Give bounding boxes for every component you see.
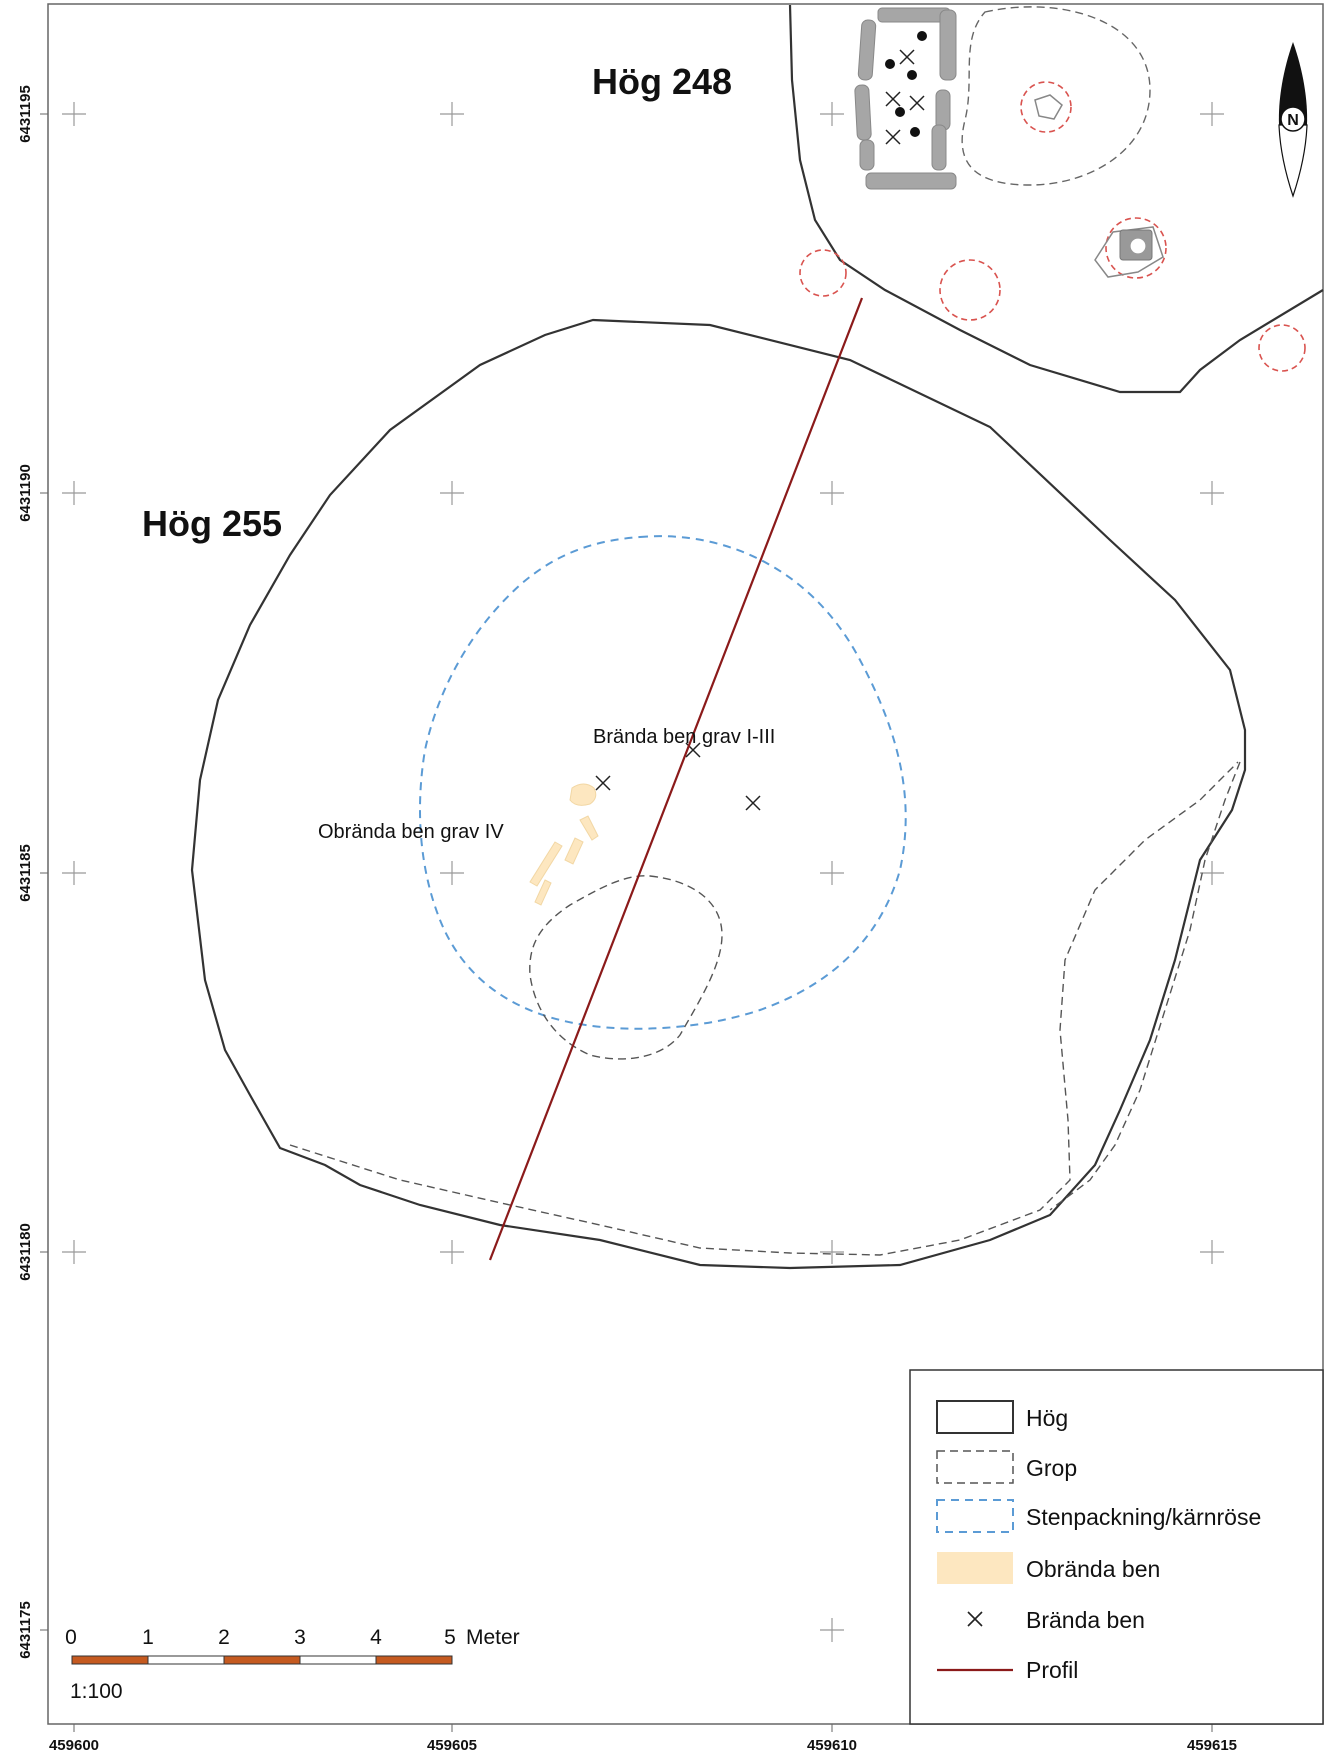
post-holes: [799, 81, 1306, 372]
legend-label: Hög: [1026, 1405, 1068, 1431]
central-pit: [529, 875, 723, 1060]
north-letter: N: [1287, 112, 1299, 129]
legend-label: Profil: [1026, 1657, 1078, 1683]
legend-box: [909, 1369, 1324, 1725]
legend-symbol-dashed-blue: [936, 1499, 1014, 1533]
north-arrow-icon: N: [1278, 42, 1308, 198]
scale-tick-label: 0: [65, 1626, 77, 1649]
grid-cross: [1200, 481, 1224, 505]
y-tick-label: 6431195: [17, 85, 34, 143]
scale-bar: 0 1 2 3 4 5 Meter 1:100: [65, 1626, 520, 1703]
grid-cross: [820, 481, 844, 505]
profile-line: [488, 297, 864, 1261]
scale-tick-label: 1: [142, 1626, 154, 1649]
grid-cross: [62, 481, 86, 505]
scale-tick-label: 5: [444, 1626, 456, 1649]
x-tick-label: 459615: [1187, 1737, 1237, 1754]
grid-cross: [820, 1240, 844, 1264]
x-axis: 459600 459605 459610 459615: [49, 1724, 1237, 1754]
legend-item-stenpackning: Stenpackning/kärnröse: [936, 1499, 1261, 1533]
grid-cross: [62, 1240, 86, 1264]
grid-cross: [440, 1240, 464, 1264]
grid-cross: [440, 481, 464, 505]
map-frame: [47, 3, 1324, 1725]
scale-tick-label: 3: [294, 1626, 306, 1649]
legend-item-grop: Grop: [936, 1450, 1077, 1484]
scale-segments: [71, 1655, 453, 1665]
y-tick-label: 6431190: [17, 464, 34, 522]
legend-symbol-dashed-gray: [936, 1450, 1014, 1484]
grid-cross: [62, 102, 86, 126]
grid-cross: [820, 1618, 844, 1642]
mound-255-title: Hög 255: [142, 503, 282, 544]
grid-cross: [440, 102, 464, 126]
legend-item-hog: Hög: [936, 1400, 1068, 1434]
grid-cross: [62, 861, 86, 885]
cross-icon: [967, 1611, 983, 1627]
burned-bones-label: Brända ben grav I-III: [593, 726, 775, 748]
y-tick-label: 6431185: [17, 844, 34, 902]
x-tick-label: 459600: [49, 1737, 99, 1754]
legend-symbol-solid: [936, 1400, 1014, 1434]
grid-cross: [820, 861, 844, 885]
x-tick-label: 459610: [807, 1737, 857, 1754]
y-axis: 6431195 6431190 6431185 6431180 6431175: [17, 85, 48, 1659]
scale-tick-label: 2: [218, 1626, 230, 1649]
y-tick-label: 6431180: [17, 1223, 34, 1281]
grid-crosses: [62, 102, 1224, 1642]
cist-crosses: [885, 49, 925, 145]
mound-248-pit: [961, 6, 1151, 186]
mound-248-title: Hög 248: [592, 61, 732, 102]
x-tick-label: 459605: [427, 1737, 477, 1754]
mound-248-outline: [788, 4, 1324, 394]
grid-cross: [440, 861, 464, 885]
mound-255-outline: [190, 318, 1247, 1270]
stone-packing: [419, 535, 907, 1030]
post-hole-features: [1034, 94, 1164, 278]
legend-item-profil: Profil: [937, 1657, 1078, 1683]
scale-ratio: 1:100: [70, 1680, 123, 1703]
legend-item-branda-ben: Brända ben: [967, 1607, 1145, 1633]
grid-cross: [1200, 102, 1224, 126]
grid-cross: [1200, 861, 1224, 885]
grid-cross: [820, 102, 844, 126]
stone-cist: [854, 7, 957, 190]
cist-dots: [885, 31, 927, 137]
legend-item-obranda-ben: Obrända ben: [937, 1552, 1160, 1584]
scale-unit: Meter: [466, 1626, 520, 1649]
legend-symbol-beige: [937, 1552, 1013, 1584]
mound-255-pit-east: [1049, 761, 1241, 1211]
legend-label: Obrända ben: [1026, 1556, 1160, 1582]
y-tick-label: 6431175: [17, 1601, 34, 1659]
grid-cross: [1200, 1240, 1224, 1264]
legend-label: Brända ben: [1026, 1607, 1145, 1633]
mound-255-pit-south: [289, 761, 1239, 1256]
scale-tick-label: 4: [370, 1626, 382, 1649]
legend-label: Stenpackning/kärnröse: [1026, 1504, 1261, 1530]
unburned-bones-label: Obrända ben grav IV: [318, 821, 504, 843]
unburned-bones: [529, 783, 599, 906]
legend-label: Grop: [1026, 1455, 1077, 1481]
legend: Hög Grop Stenpackning/kärnröse Obrända b…: [909, 1369, 1324, 1725]
